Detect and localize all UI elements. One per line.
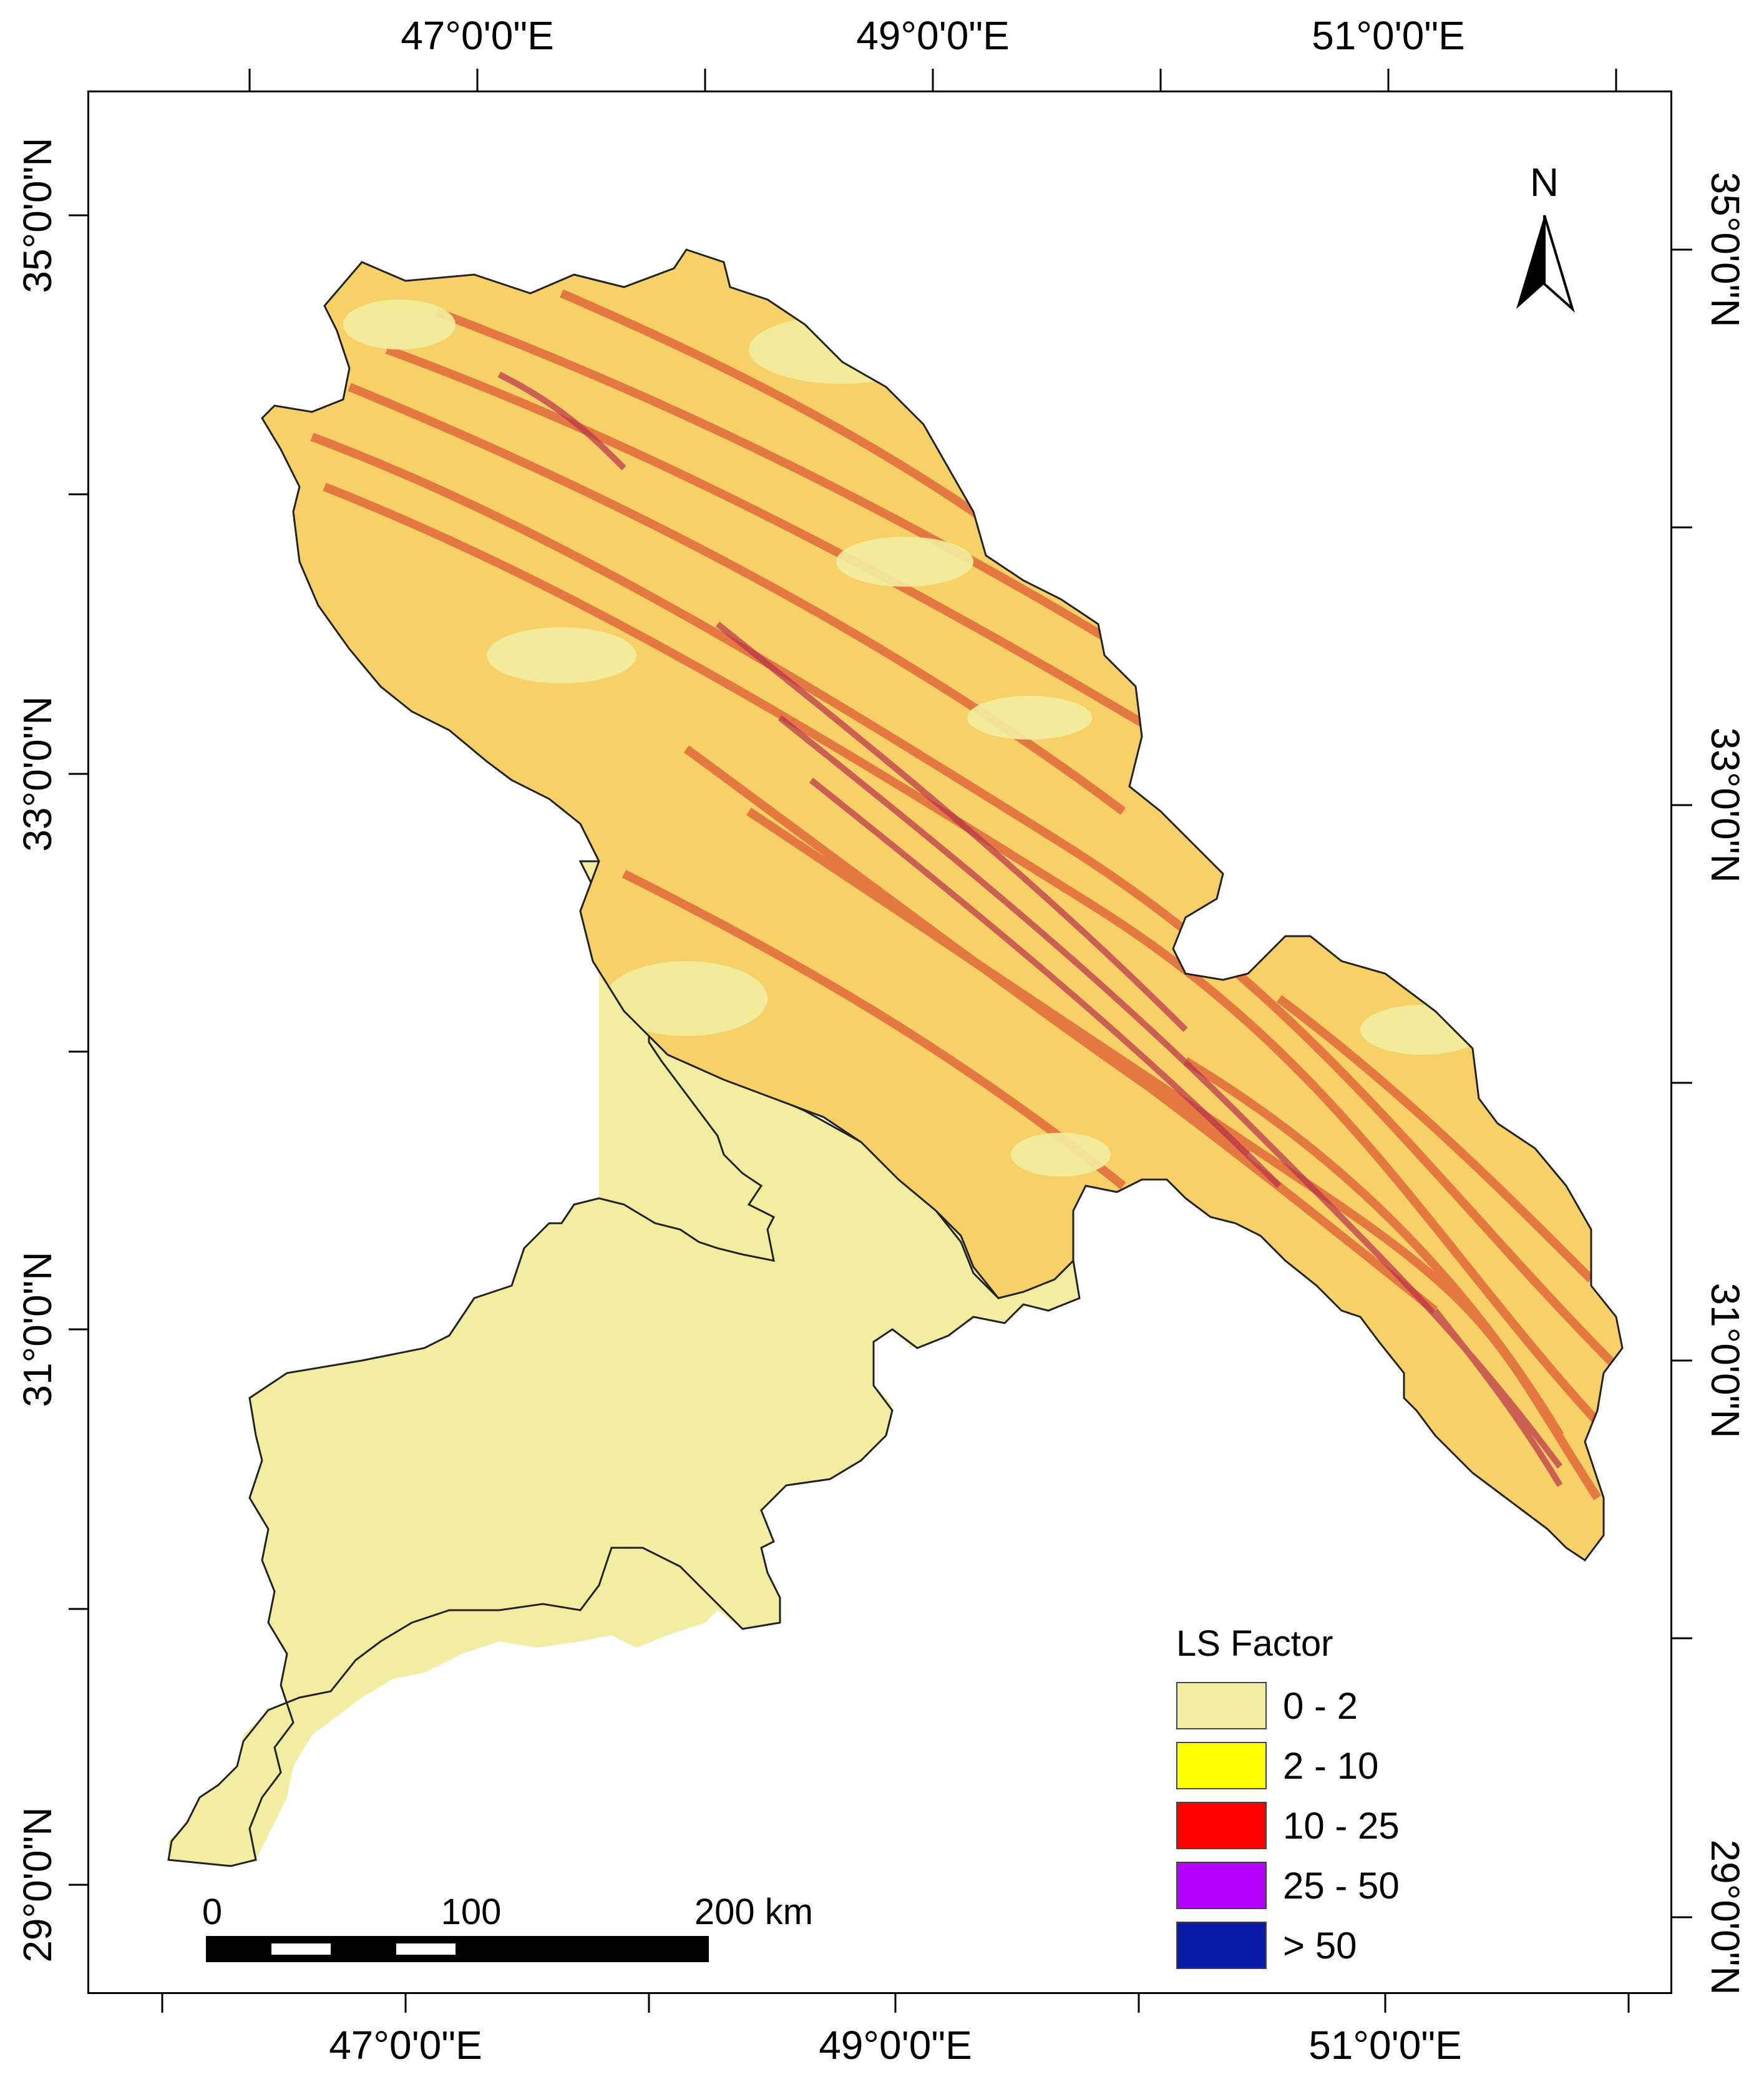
legend-item: 0 - 2 bbox=[1176, 1676, 1400, 1736]
legend-swatch bbox=[1176, 1742, 1267, 1789]
legend-item: 25 - 50 bbox=[1176, 1855, 1400, 1915]
top-lon-label-1: 47°0'0"E bbox=[401, 13, 554, 58]
left-lat-label-4: 29°0'0"N bbox=[15, 1807, 60, 1963]
top-lon-label-2: 49°0'0"E bbox=[856, 13, 1010, 58]
top-lon-label-3: 51°0'0"E bbox=[1312, 13, 1465, 58]
legend-swatch bbox=[1176, 1802, 1267, 1849]
left-lat-label-2: 33°0'0"N bbox=[15, 696, 60, 852]
legend: LS Factor 0 - 2 2 - 10 10 - 25 25 - 50 >… bbox=[1176, 1623, 1400, 1975]
legend-label: 2 - 10 bbox=[1283, 1744, 1379, 1787]
legend-label: 25 - 50 bbox=[1283, 1864, 1400, 1907]
right-lat-label-2: 33°0'0"N bbox=[1703, 727, 1748, 883]
legend-item: 10 - 25 bbox=[1176, 1796, 1400, 1855]
left-lat-label-3: 31°0'0"N bbox=[15, 1251, 60, 1407]
scale-segment-white bbox=[396, 1943, 456, 1955]
legend-title: LS Factor bbox=[1176, 1623, 1333, 1664]
legend-swatch bbox=[1176, 1922, 1267, 1969]
bottom-lon-label-3: 51°0'0"E bbox=[1308, 2023, 1462, 2068]
scale-label-0: 0 bbox=[202, 1892, 223, 1932]
zagros-mountain-outline bbox=[261, 248, 1624, 1562]
legend-item: 2 - 10 bbox=[1176, 1736, 1400, 1796]
left-lat-label-1: 35°0'0"N bbox=[15, 137, 60, 293]
north-letter: N bbox=[1529, 160, 1559, 205]
north-arrow-icon bbox=[1516, 215, 1575, 313]
scale-label-200: 200 km bbox=[694, 1892, 814, 1932]
legend-label: > 50 bbox=[1283, 1924, 1357, 1967]
frame-ticks bbox=[69, 69, 1692, 2013]
right-lat-label-4: 29°0'0"N bbox=[1703, 1839, 1748, 1995]
scale-segment-white bbox=[271, 1943, 331, 1955]
southern-lowland-outline bbox=[167, 860, 1081, 1867]
legend-swatch bbox=[1176, 1862, 1267, 1909]
bottom-lon-label-2: 49°0'0"E bbox=[819, 2023, 972, 2068]
scale-label-100: 100 bbox=[441, 1892, 502, 1932]
legend-label: 10 - 25 bbox=[1283, 1804, 1400, 1847]
study-area-map bbox=[167, 248, 1624, 1867]
legend-label: 0 - 2 bbox=[1283, 1684, 1358, 1727]
scale-track bbox=[206, 1936, 709, 1962]
north-arrow: N bbox=[1501, 159, 1588, 315]
right-lat-label-3: 31°0'0"N bbox=[1703, 1283, 1748, 1439]
legend-item: > 50 bbox=[1176, 1915, 1400, 1975]
scale-bar: 0 100 200 km bbox=[202, 1891, 813, 1966]
bottom-lon-label-1: 47°0'0"E bbox=[329, 2023, 482, 2068]
legend-swatch bbox=[1176, 1682, 1267, 1729]
right-lat-label-1: 35°0'0"N bbox=[1703, 172, 1748, 328]
